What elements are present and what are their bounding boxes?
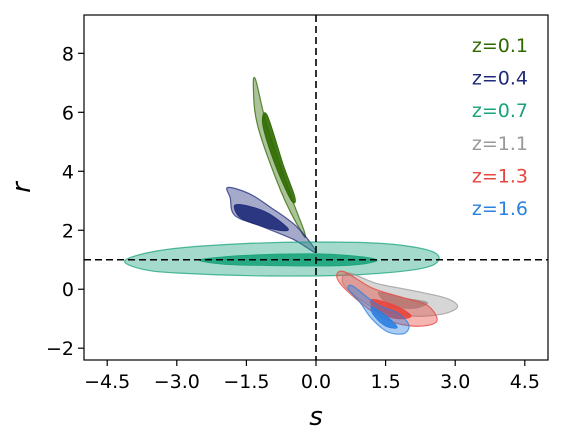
x-tick-label: −1.5 <box>223 371 269 393</box>
legend-entry: z=1.1 <box>472 133 528 155</box>
y-tick-label: 0 <box>62 279 74 301</box>
x-tick-label: 0.0 <box>301 371 331 393</box>
legend-entry: z=0.1 <box>472 35 528 57</box>
x-axis-label: s <box>309 402 323 432</box>
y-tick-label: 8 <box>62 43 74 65</box>
legend-entry: z=0.4 <box>472 68 528 90</box>
contour-inner-z-0-4 <box>233 204 289 232</box>
x-tick-label: 3.0 <box>440 371 470 393</box>
x-tick-label: 1.5 <box>370 371 400 393</box>
y-tick-label: 4 <box>62 161 74 183</box>
x-tick-label: −3.0 <box>154 371 200 393</box>
axes: −4.5 −3.0 −1.5 0.0 1.5 3.0 4.5 −2 0 2 4 6 8 <box>46 14 549 393</box>
legend-entry: z=1.6 <box>472 198 528 220</box>
legend-entry: z=1.3 <box>472 165 528 187</box>
y-axis-label: r <box>7 180 37 193</box>
x-tick-label: −4.5 <box>84 371 130 393</box>
x-tick-label: 4.5 <box>510 371 540 393</box>
contour-outer-z-1-1 <box>341 272 459 317</box>
contour-inner-z-0-1 <box>261 112 296 204</box>
y-tick-label: 6 <box>62 102 74 124</box>
y-tick-label: −2 <box>46 338 74 360</box>
reference-lines <box>84 15 548 360</box>
contour-inner-z-1-6 <box>370 306 398 329</box>
legend-entry: z=0.7 <box>472 100 528 122</box>
contour-layer <box>124 76 459 335</box>
legend: z=0.1 z=0.4 z=0.7 z=1.1 z=1.3 z=1.6 <box>472 35 528 220</box>
contour-outer-z-1-3 <box>336 270 438 327</box>
y-tick-label: 2 <box>62 220 74 242</box>
